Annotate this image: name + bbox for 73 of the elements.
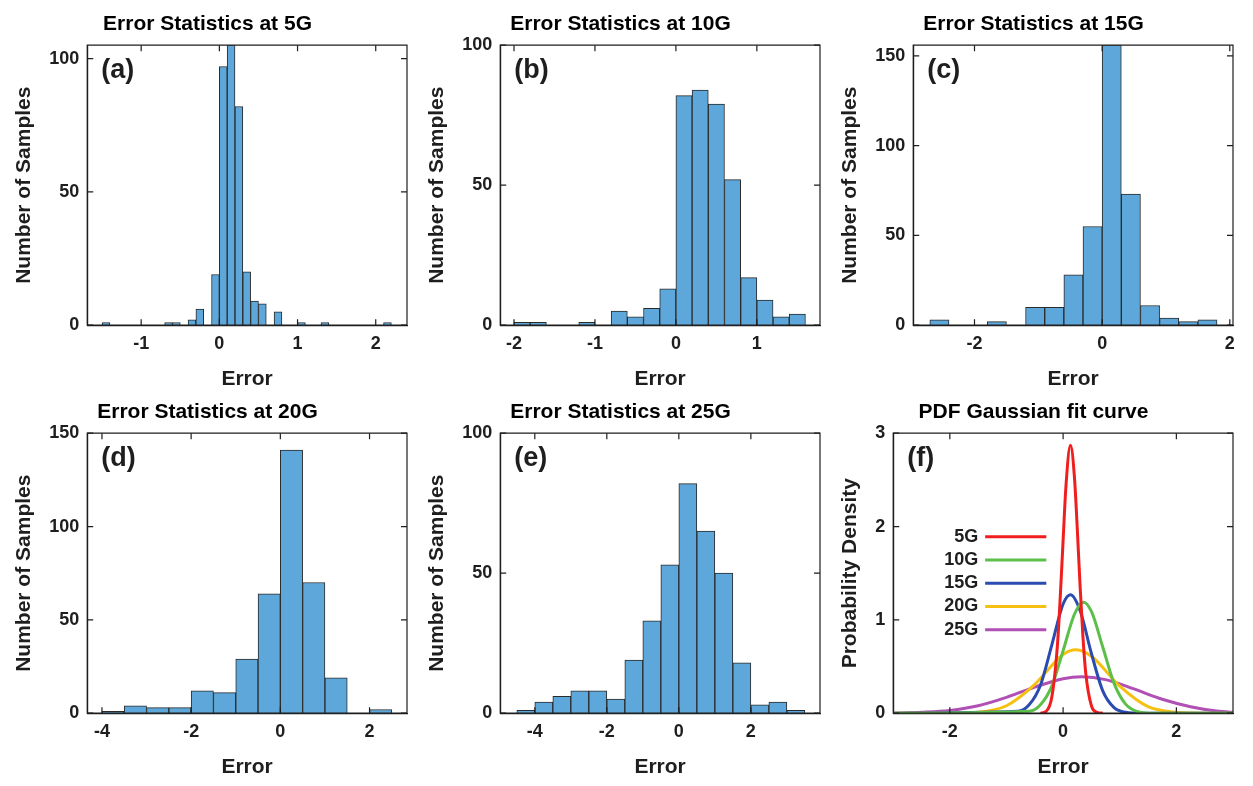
chart-title: Error Statistics at 5G bbox=[103, 11, 312, 35]
x-tick-label: -4 bbox=[93, 720, 110, 741]
x-tick-label: 2 bbox=[370, 332, 381, 353]
legend-label: 20G bbox=[944, 595, 979, 616]
y-tick-label: 50 bbox=[472, 174, 493, 195]
chart-title: Error Statistics at 15G bbox=[923, 11, 1144, 35]
x-tick-label: 2 bbox=[745, 720, 756, 741]
chart-title: Error Statistics at 20G bbox=[97, 399, 318, 423]
y-axis-title: Number of Samples bbox=[837, 86, 861, 284]
x-tick-label: 2 bbox=[1224, 332, 1235, 353]
x-tick-label: 2 bbox=[1171, 720, 1182, 741]
x-tick-label: -1 bbox=[586, 332, 603, 353]
x-tick-label: 2 bbox=[364, 720, 375, 741]
y-tick-label: 100 bbox=[49, 515, 80, 536]
y-tick-label: 50 bbox=[59, 180, 80, 201]
chart-title: Error Statistics at 10G bbox=[510, 11, 731, 35]
x-tick-label: 0 bbox=[1097, 332, 1108, 353]
y-tick-label: 3 bbox=[875, 422, 886, 443]
annotation: (a) bbox=[101, 54, 135, 85]
x-tick-label: -2 bbox=[966, 332, 983, 353]
x-axis-title: Error bbox=[1037, 754, 1089, 778]
y-tick-label: 0 bbox=[69, 702, 80, 723]
x-axis-title: Error bbox=[634, 366, 686, 390]
y-axis-title: Number of Samples bbox=[11, 86, 35, 284]
chart-title: PDF Gaussian fit curve bbox=[918, 399, 1149, 423]
y-tick-label: 150 bbox=[49, 422, 80, 443]
y-tick-label: 50 bbox=[59, 608, 80, 629]
x-tick-label: 0 bbox=[214, 332, 225, 353]
legend-label: 10G bbox=[944, 549, 979, 570]
y-axis-title: Number of Samples bbox=[11, 474, 35, 672]
x-tick-label: -1 bbox=[133, 332, 150, 353]
y-tick-label: 100 bbox=[875, 134, 906, 155]
x-tick-label: -2 bbox=[941, 720, 958, 741]
x-tick-label: 0 bbox=[275, 720, 286, 741]
legend-label: 15G bbox=[944, 572, 979, 593]
x-tick-label: -2 bbox=[598, 720, 615, 741]
y-tick-label: 150 bbox=[875, 44, 906, 65]
y-tick-label: 50 bbox=[885, 224, 906, 245]
x-axis-title: Error bbox=[634, 754, 686, 778]
y-tick-label: 0 bbox=[482, 702, 493, 723]
annotation: (e) bbox=[514, 442, 548, 473]
y-tick-label: 50 bbox=[472, 562, 493, 583]
y-tick-label: 100 bbox=[462, 34, 493, 55]
y-axis-title: Probability Density bbox=[837, 477, 861, 669]
y-tick-label: 1 bbox=[875, 608, 886, 629]
y-tick-label: 100 bbox=[49, 47, 80, 68]
y-axis-title: Number of Samples bbox=[424, 86, 448, 284]
y-axis-title: Number of Samples bbox=[424, 474, 448, 672]
x-tick-label: -2 bbox=[505, 332, 522, 353]
x-tick-label: 1 bbox=[751, 332, 762, 353]
y-tick-label: 0 bbox=[482, 314, 493, 335]
x-tick-label: -2 bbox=[183, 720, 200, 741]
annotation: (f) bbox=[907, 442, 935, 473]
y-tick-label: 100 bbox=[462, 422, 493, 443]
x-tick-label: -4 bbox=[526, 720, 543, 741]
x-tick-label: 0 bbox=[670, 332, 681, 353]
annotation: (b) bbox=[514, 54, 549, 85]
x-tick-label: 0 bbox=[1058, 720, 1069, 741]
y-tick-label: 0 bbox=[69, 314, 80, 335]
x-tick-label: 1 bbox=[292, 332, 303, 353]
x-axis-title: Error bbox=[1047, 366, 1099, 390]
annotation: (c) bbox=[927, 54, 961, 85]
legend-label: 25G bbox=[944, 618, 979, 639]
y-tick-label: 2 bbox=[875, 515, 886, 536]
line-series bbox=[1038, 443, 1105, 714]
y-tick-label: 0 bbox=[875, 702, 886, 723]
legend-label: 5G bbox=[954, 525, 979, 546]
annotation: (d) bbox=[101, 442, 136, 473]
chart-title: Error Statistics at 25G bbox=[510, 399, 731, 423]
x-axis-title: Error bbox=[221, 366, 273, 390]
x-axis-title: Error bbox=[221, 754, 273, 778]
y-tick-label: 0 bbox=[895, 314, 906, 335]
x-tick-label: 0 bbox=[673, 720, 684, 741]
